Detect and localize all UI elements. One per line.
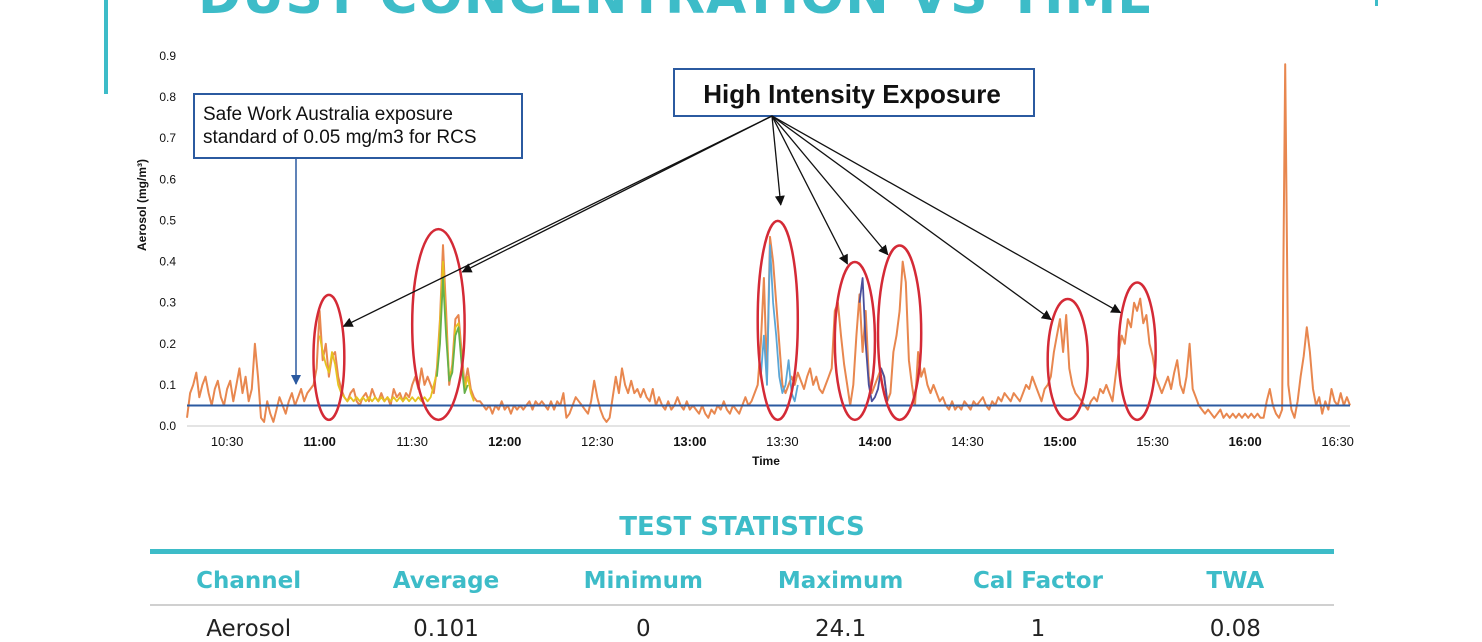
x-tick-label: 15:00 xyxy=(1043,434,1076,449)
stats-data-row: Aerosol 0.101 0 24.1 1 0.08 xyxy=(150,616,1334,642)
y-tick-label: 0.6 xyxy=(159,172,176,186)
stats-header-cal-factor: Cal Factor xyxy=(973,568,1103,594)
highlight-ellipse xyxy=(756,219,800,422)
stats-rule-top xyxy=(150,549,1334,554)
page-title: DUST CONCENTRATION VS TIME xyxy=(198,0,1154,26)
high-intensity-arrow xyxy=(771,115,1052,321)
accent-bar-left xyxy=(104,0,108,94)
highlight-layer xyxy=(312,219,1157,422)
stats-cell-maximum: 24.1 xyxy=(815,616,867,642)
x-axis: 10:30 11:00 11:30 12:00 12:30 13:00 13:30 14:00… xyxy=(187,425,1354,449)
stats-header-average: Average xyxy=(392,568,500,594)
high-intensity-arrow xyxy=(342,115,773,327)
x-tick-label: 10:30 xyxy=(211,434,244,449)
standard-note-line2: standard of 0.05 mg/m3 for RCS xyxy=(203,127,477,148)
high-intensity-label: High Intensity Exposure xyxy=(703,79,1001,109)
dust-concentration-chart: 0.0 0.1 0.2 0.3 0.4 0.5 0.6 0.7 0.8 0.9 10:30 11:0… xyxy=(135,49,1354,468)
stats-rule-mid xyxy=(150,604,1334,606)
y-tick-label: 0.2 xyxy=(159,337,176,351)
x-tick-label: 13:00 xyxy=(673,434,706,449)
high-intensity-arrow xyxy=(771,115,1122,314)
high-intensity-arrows xyxy=(342,115,1122,327)
y-axis-label: Aerosol (mg/m³) xyxy=(135,159,149,251)
series-line xyxy=(436,277,469,395)
series-line xyxy=(858,277,889,403)
highlight-ellipse xyxy=(1117,281,1157,422)
x-tick-label: 14:30 xyxy=(951,434,984,449)
x-tick-label: 11:30 xyxy=(396,434,428,449)
x-tick-label: 16:30 xyxy=(1321,434,1354,449)
high-intensity-arrow xyxy=(461,115,773,273)
y-tick-label: 0.7 xyxy=(159,131,176,145)
y-tick-label: 0.1 xyxy=(159,378,176,392)
stats-header-minimum: Minimum xyxy=(583,568,703,594)
y-axis: 0.0 0.1 0.2 0.3 0.4 0.5 0.6 0.7 0.8 0.9 xyxy=(159,49,176,433)
stats-header-maximum: Maximum xyxy=(777,568,904,594)
stats-header-twa: TWA xyxy=(1206,568,1265,594)
highlight-ellipse xyxy=(1046,297,1090,422)
y-tick-label: 0.5 xyxy=(159,213,176,227)
stats-title: TEST STATISTICS xyxy=(619,512,865,542)
high-intensity-arrow xyxy=(771,115,785,206)
highlight-ellipse xyxy=(876,244,923,422)
highlight-ellipse xyxy=(833,260,877,422)
y-tick-label: 0.8 xyxy=(159,90,176,104)
x-tick-label: 13:30 xyxy=(766,434,799,449)
stats-cell-twa: 0.08 xyxy=(1209,616,1261,642)
highlight-ellipse xyxy=(312,293,346,422)
y-tick-label: 0.9 xyxy=(159,49,176,63)
x-tick-label: 12:30 xyxy=(581,434,614,449)
stats-cell-average: 0.101 xyxy=(413,616,479,642)
stats-cell-minimum: 0 xyxy=(636,616,651,642)
x-tick-label: 12:00 xyxy=(488,434,521,449)
y-tick-label: 0.3 xyxy=(159,296,176,310)
stats-cell-channel: Aerosol xyxy=(206,616,292,642)
x-tick-label: 11:00 xyxy=(303,434,336,449)
stats-header-channel: Channel xyxy=(196,568,302,594)
x-axis-label: Time xyxy=(752,454,780,468)
high-intensity-arrow xyxy=(771,115,848,265)
stats-cell-cal-factor: 1 xyxy=(1030,616,1046,642)
x-tick-label: 15:30 xyxy=(1136,434,1169,449)
x-tick-label: 16:00 xyxy=(1228,434,1261,449)
x-tick-label: 14:00 xyxy=(858,434,891,449)
high-intensity-arrow xyxy=(771,115,889,256)
highlight-ellipse xyxy=(410,227,466,422)
standard-note-line1: Safe Work Australia exposure xyxy=(203,104,453,125)
high-intensity-box xyxy=(673,68,1035,117)
stats-header-row: Channel Average Minimum Maximum Cal Fact… xyxy=(150,568,1334,594)
y-tick-label: 0.4 xyxy=(159,255,176,269)
standard-note-box xyxy=(193,93,523,159)
accent-bar-right xyxy=(1375,0,1378,6)
y-tick-label: 0.0 xyxy=(159,419,176,433)
